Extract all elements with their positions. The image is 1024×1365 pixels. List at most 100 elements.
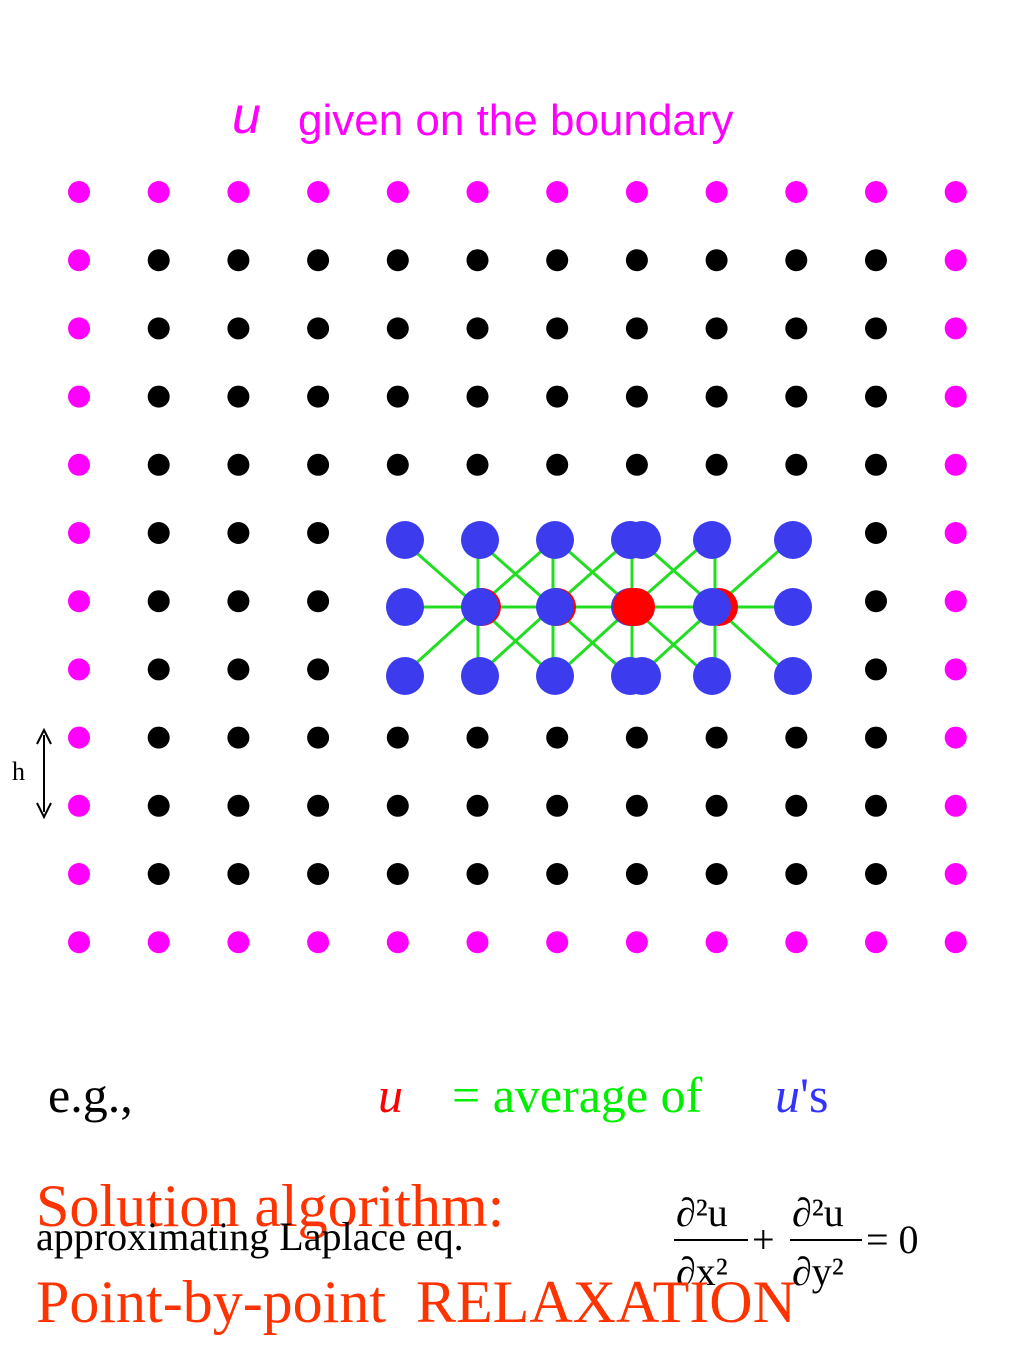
footer-line1: Solution algorithm:: [36, 1173, 504, 1239]
interior-point: [625, 726, 648, 749]
neighbor-point: [461, 657, 499, 695]
interior-point: [785, 453, 808, 476]
footer-line2: Point-by-point RELAXATION: [36, 1269, 796, 1335]
eq-den2: ∂y²: [792, 1249, 844, 1294]
interior-point: [227, 794, 250, 817]
boundary-point: [68, 522, 90, 544]
interior-point: [466, 385, 489, 408]
interior-point: [865, 385, 887, 408]
interior-point: [147, 794, 170, 817]
interior-point: [865, 658, 887, 681]
neighbor-point: [623, 521, 661, 559]
interior-point: [227, 863, 250, 885]
boundary-point: [546, 181, 569, 203]
interior-point: [227, 385, 250, 408]
center-point: [613, 588, 651, 626]
interior-point: [865, 522, 887, 544]
boundary-point: [466, 181, 489, 203]
boundary-point: [625, 931, 648, 954]
arrow-heads: [36, 727, 52, 820]
boundary-point: [68, 317, 90, 340]
boundary-point: [68, 658, 90, 681]
example-symbol2: u: [775, 1067, 800, 1123]
interior-point: [546, 794, 569, 817]
interior-point: [147, 863, 170, 885]
interior-point: [147, 726, 170, 749]
interior-point: [625, 794, 648, 817]
neighbor-point: [693, 588, 731, 626]
interior-point: [865, 863, 887, 885]
boundary-point: [625, 181, 648, 203]
interior-point: [865, 794, 887, 817]
interior-point: [307, 794, 330, 817]
interior-point: [307, 590, 330, 613]
example-relation: = average of: [452, 1067, 703, 1123]
boundary-point: [705, 931, 728, 954]
interior-point: [227, 317, 250, 340]
interior-point: [307, 726, 330, 749]
neighbor-point: [461, 521, 499, 559]
interior-point: [705, 453, 728, 476]
interior-point: [546, 453, 569, 476]
interior-point: [865, 453, 887, 476]
interior-point: [307, 317, 330, 340]
eq-den1: ∂x²: [676, 1249, 728, 1294]
interior-point: [307, 863, 330, 885]
interior-point: [705, 863, 728, 885]
boundary-point: [944, 863, 967, 885]
interior-point: [147, 658, 170, 681]
neighbor-point: [774, 521, 812, 559]
interior-point: [227, 726, 250, 749]
interior-point: [865, 317, 887, 340]
interior-point: [386, 453, 409, 476]
interior-point: [625, 453, 648, 476]
boundary-point: [68, 726, 90, 749]
example-prefix: e.g.,: [48, 1067, 133, 1123]
interior-point: [865, 590, 887, 613]
interior-point: [147, 385, 170, 408]
interior-point: [785, 317, 808, 340]
interior-point: [147, 249, 170, 272]
interior-point: [227, 453, 250, 476]
boundary-point: [546, 931, 569, 954]
interior-point: [466, 794, 489, 817]
boundary-point: [466, 931, 489, 954]
boundary-point: [68, 863, 90, 885]
example-symbol: u: [378, 1067, 403, 1123]
boundary-point: [944, 931, 967, 954]
boundary-point: [307, 931, 330, 954]
boundary-point: [68, 181, 90, 203]
boundary-point: [944, 658, 967, 681]
interior-point: [466, 317, 489, 340]
interior-point: [386, 726, 409, 749]
interior-point: [546, 863, 569, 885]
header-text: given on the boundary: [298, 96, 733, 145]
spacing-label: h: [12, 757, 25, 786]
interior-point: [386, 249, 409, 272]
interior-point: [625, 385, 648, 408]
eq-num2: ∂²u: [792, 1190, 844, 1235]
boundary-point: [865, 181, 887, 203]
boundary-point: [386, 181, 409, 203]
eq-num1: ∂²u: [676, 1190, 728, 1235]
neighbor-point: [386, 521, 424, 559]
interior-point: [546, 317, 569, 340]
example-suffix: 's: [800, 1067, 828, 1123]
boundary-point: [705, 181, 728, 203]
boundary-point: [68, 590, 90, 613]
interior-point: [625, 863, 648, 885]
interior-point: [386, 385, 409, 408]
boundary-point: [68, 249, 90, 272]
interior-point: [785, 863, 808, 885]
boundary-point: [227, 181, 250, 203]
boundary-point: [944, 522, 967, 544]
interior-point: [227, 658, 250, 681]
interior-point: [625, 317, 648, 340]
neighbor-point: [386, 588, 424, 626]
interior-point: [227, 249, 250, 272]
interior-point: [466, 863, 489, 885]
neighbor-point: [774, 657, 812, 695]
interior-point: [227, 590, 250, 613]
neighbor-point: [386, 657, 424, 695]
interior-point: [785, 726, 808, 749]
